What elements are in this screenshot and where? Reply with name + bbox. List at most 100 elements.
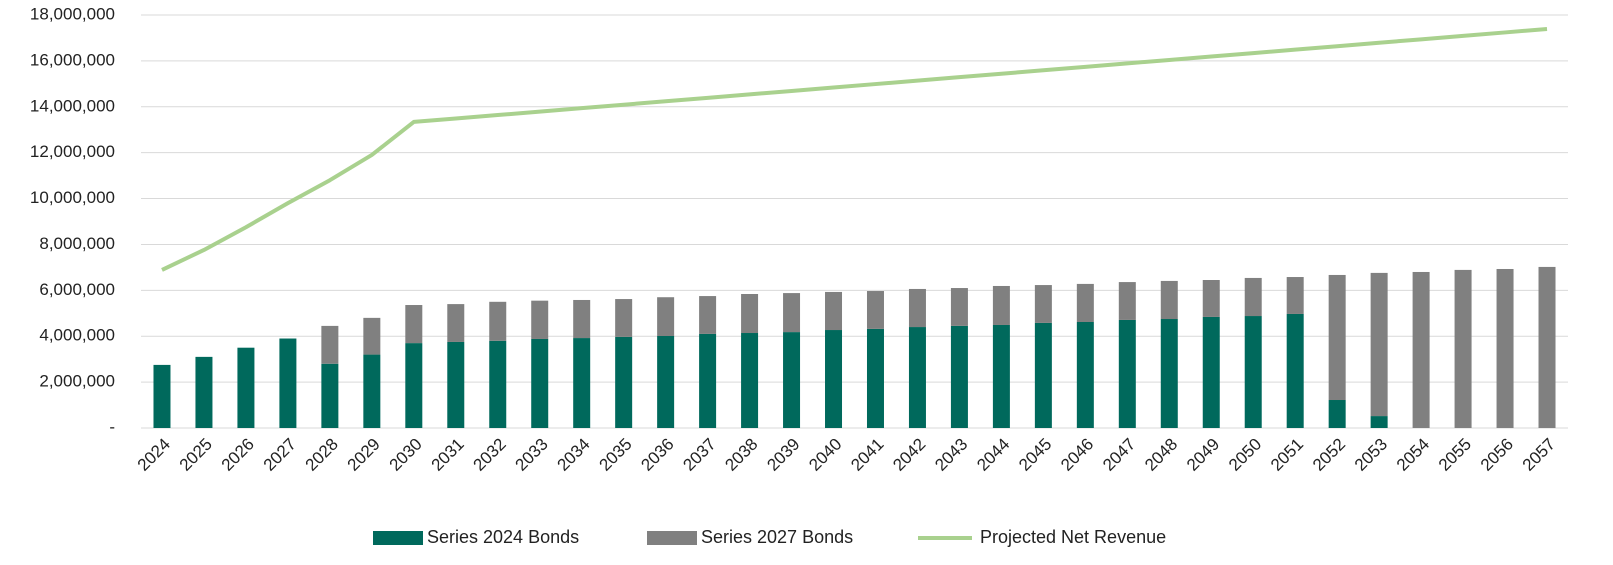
bar — [1118, 282, 1136, 320]
bar — [1538, 266, 1556, 428]
x-tick-label: 2056 — [1477, 435, 1517, 475]
bar — [992, 285, 1010, 325]
y-tick-label: 12,000,000 — [30, 142, 115, 161]
bar — [405, 343, 423, 428]
bar — [363, 317, 381, 355]
x-tick-label: 2036 — [637, 435, 677, 475]
bar — [657, 335, 675, 428]
bar — [1328, 274, 1346, 401]
y-tick-label: 6,000,000 — [39, 280, 115, 299]
x-tick-label: 2050 — [1225, 435, 1265, 475]
legend-label: Series 2024 Bonds — [427, 527, 579, 547]
bar — [1286, 277, 1304, 314]
x-tick-label: 2052 — [1309, 435, 1349, 475]
bar — [908, 327, 926, 428]
bar — [405, 305, 423, 344]
bar — [1160, 280, 1178, 320]
legend-label: Projected Net Revenue — [980, 527, 1166, 547]
bar — [950, 325, 968, 428]
bar — [741, 294, 759, 334]
x-tick-label: 2027 — [260, 435, 300, 475]
bar — [699, 333, 717, 428]
bar — [783, 293, 801, 333]
y-tick-label: 14,000,000 — [30, 96, 115, 115]
bar — [321, 363, 339, 428]
bar — [279, 338, 297, 428]
bar — [153, 364, 171, 428]
y-tick-label: 18,000,000 — [30, 4, 115, 23]
x-tick-label: 2040 — [805, 435, 845, 475]
bar — [950, 288, 968, 326]
bar — [1370, 416, 1388, 428]
bar — [1412, 271, 1430, 428]
bar — [1286, 313, 1304, 428]
legend-swatch — [373, 531, 423, 545]
x-tick-label: 2037 — [679, 435, 719, 475]
bar — [992, 324, 1010, 428]
bar — [531, 338, 549, 428]
bar — [1034, 322, 1052, 428]
x-tick-label: 2028 — [302, 435, 342, 475]
y-tick-label: 2,000,000 — [39, 372, 115, 391]
bar — [1454, 269, 1472, 428]
x-tick-label: 2051 — [1267, 435, 1307, 475]
x-tick-label: 2029 — [344, 435, 384, 475]
x-tick-label: 2034 — [554, 435, 594, 475]
bar — [1328, 400, 1346, 428]
bar — [1118, 319, 1136, 428]
legend-swatch — [647, 531, 697, 545]
y-tick-label: 8,000,000 — [39, 234, 115, 253]
bar — [363, 354, 381, 428]
bar — [1034, 285, 1052, 323]
x-tick-label: 2035 — [595, 435, 635, 475]
y-tick-label: 10,000,000 — [30, 188, 115, 207]
line — [161, 27, 1548, 272]
x-tick-label: 2039 — [763, 435, 803, 475]
bar — [699, 296, 717, 334]
bar — [615, 336, 633, 428]
x-tick-label: 2055 — [1435, 435, 1475, 475]
y-tick-label: 16,000,000 — [30, 50, 115, 69]
bar — [1244, 316, 1262, 428]
x-tick-label: 2044 — [973, 435, 1013, 475]
bar — [237, 347, 255, 428]
bar — [447, 341, 465, 428]
bar — [615, 299, 633, 337]
bar — [531, 300, 549, 339]
bar — [1244, 277, 1262, 317]
x-tick-label: 2045 — [1015, 435, 1055, 475]
bar — [489, 301, 507, 341]
bar — [825, 330, 843, 428]
bar — [1076, 321, 1094, 428]
bar — [866, 328, 884, 428]
bar — [1076, 283, 1094, 322]
bar — [825, 291, 843, 331]
bar — [573, 299, 591, 339]
x-tick-label: 2038 — [721, 435, 761, 475]
bar — [195, 356, 213, 428]
x-tick-label: 2046 — [1057, 435, 1097, 475]
x-tick-label: 2048 — [1141, 435, 1181, 475]
bar — [321, 325, 339, 364]
y-tick-label: 4,000,000 — [39, 326, 115, 345]
bar — [866, 291, 884, 329]
bar — [908, 288, 926, 328]
bar — [741, 333, 759, 428]
x-tick-label: 2043 — [931, 435, 971, 475]
bar — [573, 338, 591, 428]
bar — [1496, 268, 1514, 428]
bar — [657, 297, 675, 336]
x-tick-label: 2031 — [428, 435, 468, 475]
x-tick-label: 2030 — [386, 435, 426, 475]
x-tick-label: 2025 — [176, 435, 216, 475]
x-tick-label: 2054 — [1393, 435, 1433, 475]
x-tick-label: 2047 — [1099, 435, 1139, 475]
bar — [1202, 316, 1220, 428]
x-tick-label: 2026 — [218, 435, 258, 475]
x-tick-label: 2053 — [1351, 435, 1391, 475]
x-tick-label: 2057 — [1519, 435, 1559, 475]
x-tick-label: 2041 — [847, 435, 887, 475]
y-tick-label: - — [109, 417, 115, 436]
bar — [1202, 280, 1220, 317]
